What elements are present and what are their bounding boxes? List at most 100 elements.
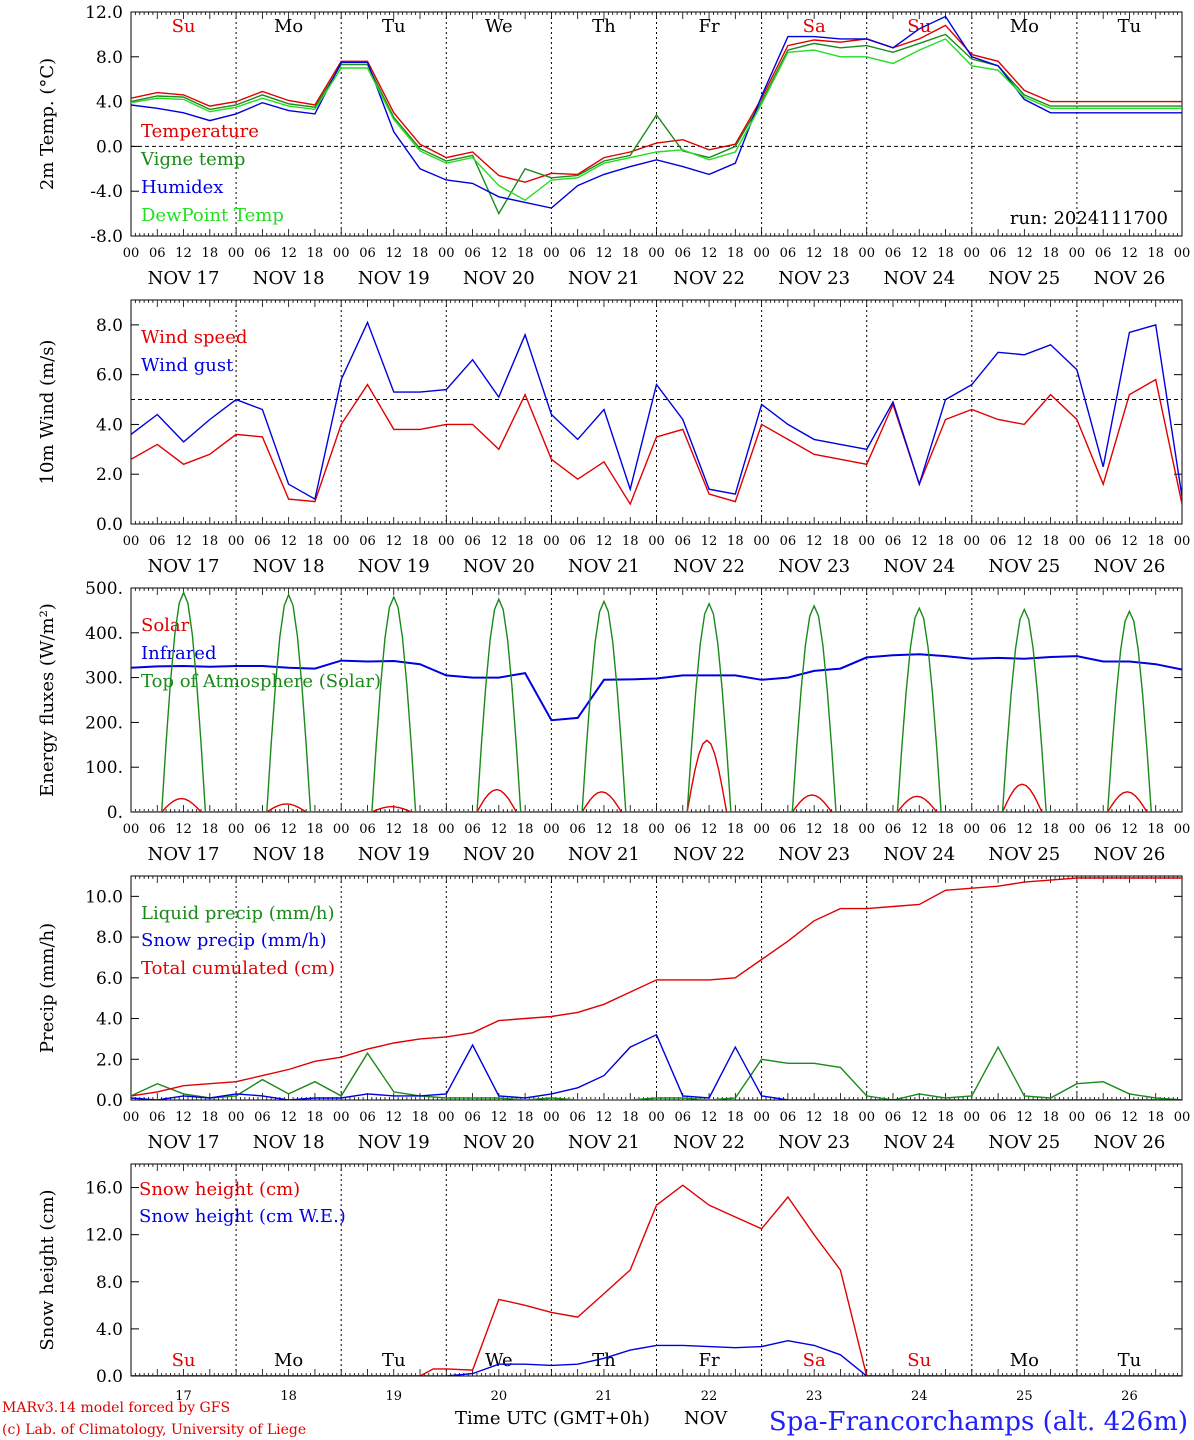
hour-tick-label: 18 xyxy=(517,246,534,261)
hour-tick-label: 00 xyxy=(964,246,981,261)
hour-tick-label: 06 xyxy=(675,822,692,837)
day-label: NOV 21 xyxy=(568,1132,640,1153)
hour-tick-label: 12 xyxy=(1121,822,1138,837)
hour-tick-label: 06 xyxy=(990,246,1007,261)
hour-tick-label: 06 xyxy=(675,534,692,549)
hour-tick-label: 18 xyxy=(307,1110,324,1125)
hour-tick-label: 00 xyxy=(648,1110,665,1125)
hour-tick-label: 06 xyxy=(990,1110,1007,1125)
hour-tick-label: 00 xyxy=(648,534,665,549)
hour-tick-label: 18 xyxy=(1147,534,1164,549)
hour-tick-label: 06 xyxy=(885,1110,902,1125)
series-dewpoint-temp xyxy=(131,38,1182,202)
hour-tick-label: 12 xyxy=(596,246,613,261)
day-number-label: 18 xyxy=(280,1389,297,1404)
hour-tick-label: 18 xyxy=(307,534,324,549)
day-label: NOV 26 xyxy=(1094,556,1166,577)
day-label: NOV 26 xyxy=(1094,1132,1166,1153)
hour-tick-label: 00 xyxy=(228,534,245,549)
y-tick-label: 16.0 xyxy=(85,1179,123,1199)
hour-tick-label: 00 xyxy=(228,246,245,261)
hour-tick-label: 12 xyxy=(911,1110,928,1125)
hour-tick-label: 18 xyxy=(1147,822,1164,837)
hour-tick-label: 06 xyxy=(464,822,481,837)
y-axis-label: 2m Temp. (°C) xyxy=(37,58,58,190)
legend-infrared: Infrared xyxy=(141,643,216,664)
hour-tick-label: 00 xyxy=(123,246,140,261)
y-tick-label: 6.0 xyxy=(96,366,123,386)
series-snow-height-cm-w-e xyxy=(131,1339,1182,1376)
footer-model: MARv3.14 model forced by GFS xyxy=(2,1400,230,1416)
hour-tick-label: 06 xyxy=(359,534,376,549)
y-tick-label: 0.0 xyxy=(96,137,123,157)
hour-tick-label: 06 xyxy=(569,1110,586,1125)
hour-tick-label: 00 xyxy=(964,1110,981,1125)
y-tick-label: 2.0 xyxy=(96,465,123,485)
hour-tick-label: 00 xyxy=(123,822,140,837)
series-wind-speed xyxy=(131,378,1182,506)
y-tick-label: -4.0 xyxy=(90,182,123,202)
day-label: NOV 26 xyxy=(1094,268,1166,289)
hour-tick-label: 00 xyxy=(753,822,770,837)
weekday-label: We xyxy=(485,1350,513,1371)
hour-tick-label: 18 xyxy=(202,246,219,261)
hour-tick-label: 18 xyxy=(412,534,429,549)
hour-tick-label: 06 xyxy=(780,1110,797,1125)
hour-tick-label: 12 xyxy=(175,246,192,261)
hour-tick-label: 12 xyxy=(1016,246,1033,261)
y-tick-label: 0.0 xyxy=(96,515,123,535)
weekday-label: Fr xyxy=(699,16,720,37)
day-label: NOV 19 xyxy=(358,844,430,865)
legend-dewpoint-temp: DewPoint Temp xyxy=(141,205,284,226)
y-tick-label: 100. xyxy=(85,758,123,778)
weekday-label: We xyxy=(485,16,513,37)
series-wind-gust xyxy=(131,320,1182,501)
hour-tick-label: 12 xyxy=(596,534,613,549)
hour-tick-label: 00 xyxy=(1174,1110,1191,1125)
hour-tick-label: 00 xyxy=(228,822,245,837)
hour-tick-label: 18 xyxy=(202,1110,219,1125)
hour-tick-label: 18 xyxy=(937,822,954,837)
day-number-label: 20 xyxy=(491,1389,508,1404)
hour-tick-label: 06 xyxy=(254,534,271,549)
day-number-label: 23 xyxy=(806,1389,823,1404)
hour-tick-label: 12 xyxy=(280,822,297,837)
day-label: NOV 22 xyxy=(673,268,745,289)
weekday-label: Mo xyxy=(1010,1350,1039,1371)
legend-liquid-precip-mm-h: Liquid precip (mm/h) xyxy=(141,903,335,924)
day-label: NOV 19 xyxy=(358,1132,430,1153)
hour-tick-label: 06 xyxy=(1095,534,1112,549)
hour-tick-label: 00 xyxy=(123,534,140,549)
hour-tick-label: 12 xyxy=(280,534,297,549)
hour-tick-label: 18 xyxy=(412,1110,429,1125)
hour-tick-label: 06 xyxy=(569,246,586,261)
hour-tick-label: 06 xyxy=(149,822,166,837)
weekday-label: Th xyxy=(592,1350,616,1371)
hour-tick-label: 00 xyxy=(123,1110,140,1125)
day-label: NOV 18 xyxy=(253,844,325,865)
day-label: NOV 23 xyxy=(778,268,850,289)
y-tick-label: -8.0 xyxy=(90,227,123,247)
hour-tick-label: 00 xyxy=(543,1110,560,1125)
legend-top-of-atmosphere-solar: Top of Atmosphere (Solar) xyxy=(141,671,381,692)
panel-3: 0. 100. 200. 300. 400. 500. Energy fluxes (W/m… xyxy=(37,579,1190,865)
day-label: NOV 17 xyxy=(148,556,220,577)
hour-tick-label: 12 xyxy=(1121,246,1138,261)
day-label: NOV 22 xyxy=(673,556,745,577)
hour-tick-label: 06 xyxy=(464,246,481,261)
hour-tick-label: 00 xyxy=(543,822,560,837)
hour-tick-label: 12 xyxy=(280,246,297,261)
y-tick-label: 200. xyxy=(85,713,123,733)
day-label: NOV 20 xyxy=(463,844,535,865)
series-liquid-precip-mm-h xyxy=(131,1045,1182,1100)
hour-tick-label: 18 xyxy=(517,822,534,837)
y-tick-label: 6.0 xyxy=(96,969,123,989)
day-number-label: 21 xyxy=(596,1389,613,1404)
hour-tick-label: 00 xyxy=(648,246,665,261)
hour-tick-label: 06 xyxy=(569,534,586,549)
day-label: NOV 17 xyxy=(148,844,220,865)
day-label: NOV 25 xyxy=(988,268,1060,289)
y-tick-label: 8.0 xyxy=(96,48,123,68)
hour-tick-label: 06 xyxy=(780,534,797,549)
day-label: NOV 20 xyxy=(463,1132,535,1153)
